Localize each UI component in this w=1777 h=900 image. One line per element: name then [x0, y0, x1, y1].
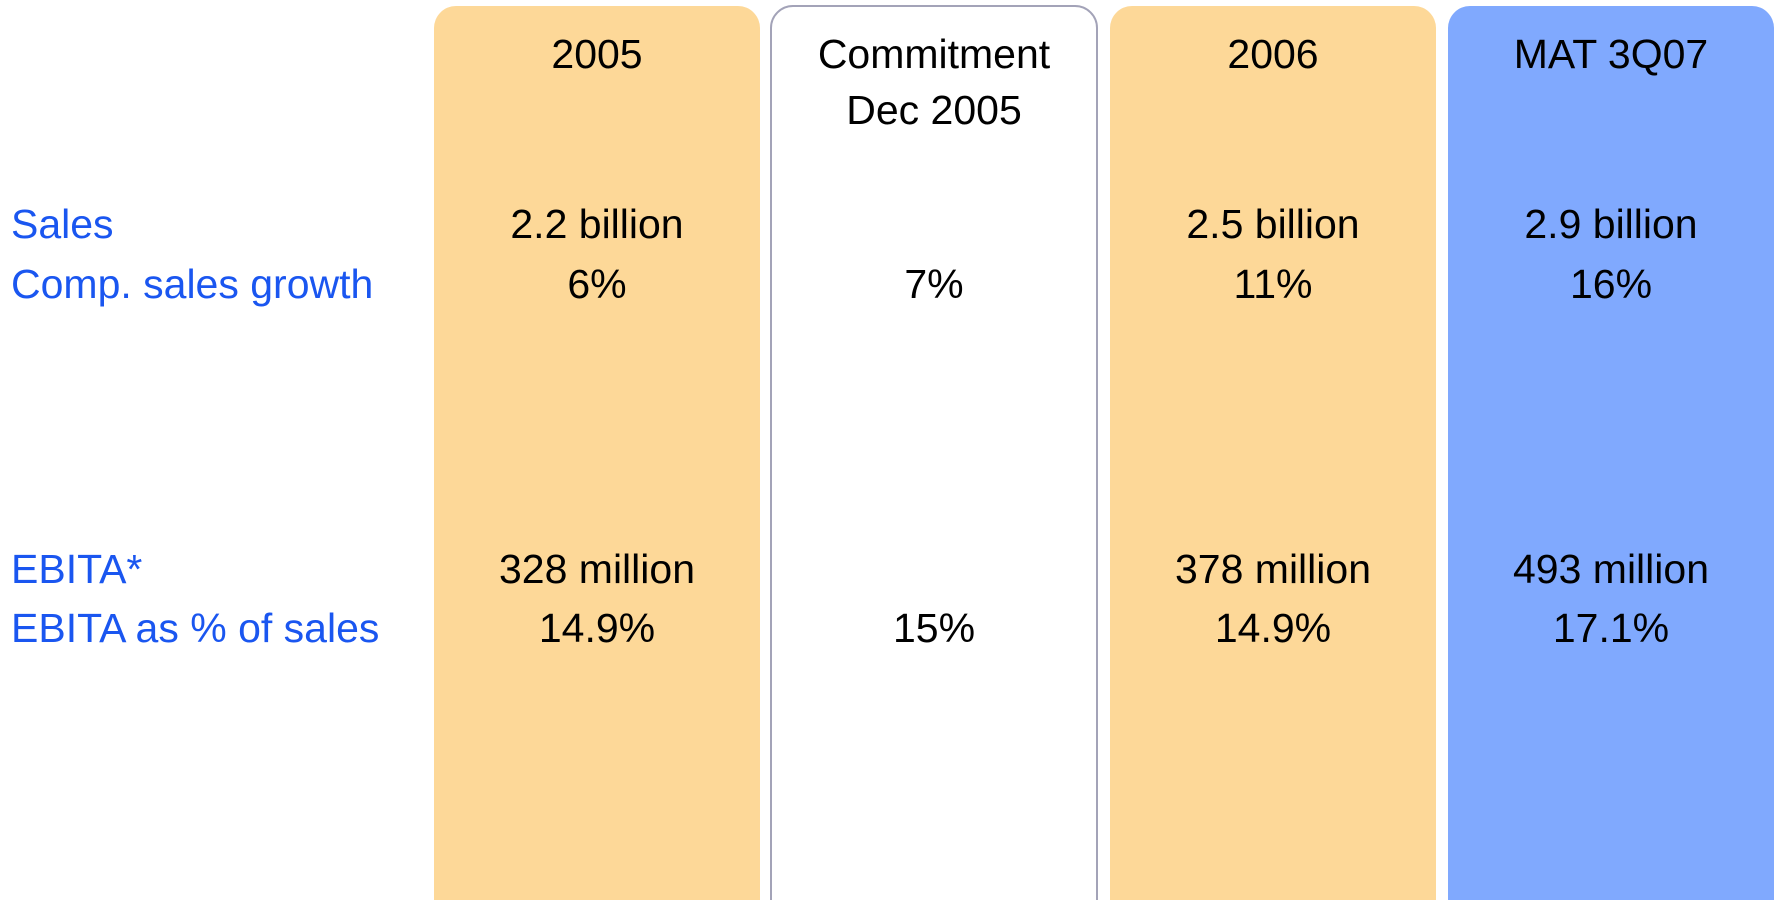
cell-value: 7%	[904, 261, 963, 307]
cell-value: 14.9%	[1215, 605, 1331, 651]
column-box	[1448, 6, 1774, 900]
cell-value: 378 million	[1175, 546, 1371, 592]
cell-value: 11%	[1233, 261, 1312, 307]
cell-value: 328 million	[499, 546, 695, 592]
cell-value: 15%	[893, 605, 975, 651]
cell-value: 2.5 billion	[1186, 201, 1359, 247]
column-header: MAT 3Q07	[1514, 31, 1708, 77]
cell-value: 493 million	[1513, 546, 1709, 592]
row-label: Sales	[11, 201, 114, 247]
column-box	[434, 6, 760, 900]
cell-value: 14.9%	[539, 605, 655, 651]
row-label: EBITA as % of sales	[11, 605, 379, 651]
row-label: EBITA*	[11, 546, 142, 592]
column-box	[1110, 6, 1436, 900]
column-box	[770, 5, 1098, 900]
row-label: Comp. sales growth	[11, 261, 373, 307]
cell-value: 2.2 billion	[510, 201, 683, 247]
column-header: Commitment	[818, 31, 1051, 77]
cell-value: 17.1%	[1553, 605, 1669, 651]
column-header: 2005	[551, 31, 642, 77]
column-header: 2006	[1227, 31, 1318, 77]
cell-value: 16%	[1570, 261, 1652, 307]
cell-value: 2.9 billion	[1524, 201, 1697, 247]
cell-value: 6%	[567, 261, 626, 307]
column-header: Dec 2005	[846, 87, 1022, 133]
